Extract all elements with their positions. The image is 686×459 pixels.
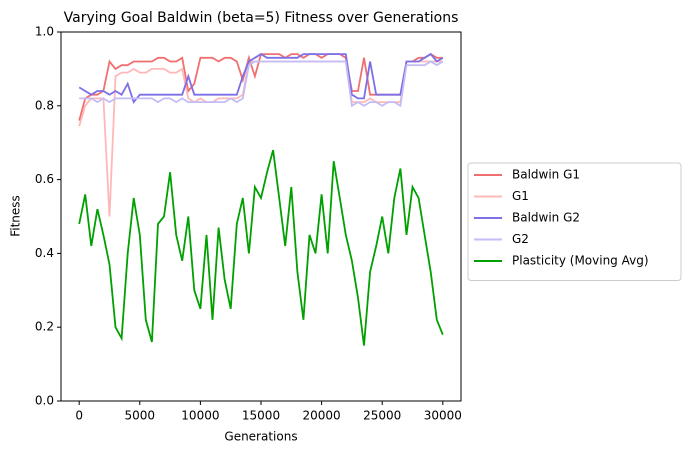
legend-box <box>467 162 682 281</box>
x-tick-label: 5000 <box>125 409 156 423</box>
series-line <box>78 60 443 217</box>
legend-label: G2 <box>512 232 529 246</box>
y-tick-label: 0.6 <box>35 172 54 186</box>
series-line <box>78 53 443 121</box>
x-tick-label: 10000 <box>181 409 219 423</box>
y-tick-label: 0.2 <box>35 320 54 334</box>
legend-label: Baldwin G2 <box>512 211 580 225</box>
x-tick-label: 0 <box>75 409 83 423</box>
x-axis-label: Generations <box>224 430 297 444</box>
y-tick-label: 0.8 <box>35 98 54 112</box>
x-tick-label: 20000 <box>303 409 341 423</box>
series-line <box>79 60 444 108</box>
legend-label: Baldwin G1 <box>512 168 580 182</box>
y-tick-label: 1.0 <box>35 25 54 39</box>
x-tick-label: 25000 <box>363 409 401 423</box>
series-line <box>78 149 444 346</box>
legend-label: G1 <box>512 189 529 203</box>
legend-label: Plasticity (Moving Avg) <box>512 254 649 268</box>
y-axis-label: Fitness <box>9 195 23 237</box>
y-tick-label: 0.4 <box>35 246 54 260</box>
y-tick-label: 0.0 <box>35 394 54 408</box>
series-line <box>78 52 444 104</box>
plot-frame <box>60 31 462 402</box>
x-tick-label: 30000 <box>424 409 462 423</box>
chart-title: Varying Goal Baldwin (beta=5) Fitness ov… <box>64 10 459 26</box>
x-tick-label: 15000 <box>242 409 280 423</box>
